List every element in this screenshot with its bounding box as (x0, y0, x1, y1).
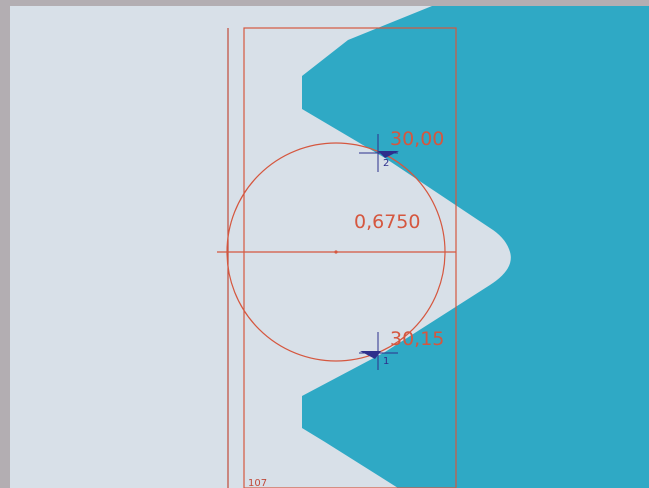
marker-top-arrow (378, 151, 399, 158)
measurement-viewport[interactable]: 0,6750 2 30,00 1 30,15 107 (10, 6, 649, 488)
part-profile (302, 6, 649, 488)
marker-top-index: 2 (383, 158, 389, 169)
marker-bottom-arrow (360, 351, 381, 359)
diameter-value: 0,6750 (354, 211, 420, 233)
measurement-canvas[interactable]: 0,6750 2 30,00 1 30,15 107 (10, 6, 649, 488)
frame-id-label: 107 (248, 478, 267, 488)
marker-bottom[interactable]: 1 30,15 (359, 328, 444, 370)
marker-top[interactable]: 2 30,00 (359, 128, 444, 172)
marker-bottom-value: 30,15 (390, 328, 444, 350)
circle-center-dot (334, 250, 338, 254)
marker-top-value: 30,00 (390, 128, 444, 150)
marker-bottom-index: 1 (383, 356, 389, 367)
measurement-frame (243, 27, 457, 488)
